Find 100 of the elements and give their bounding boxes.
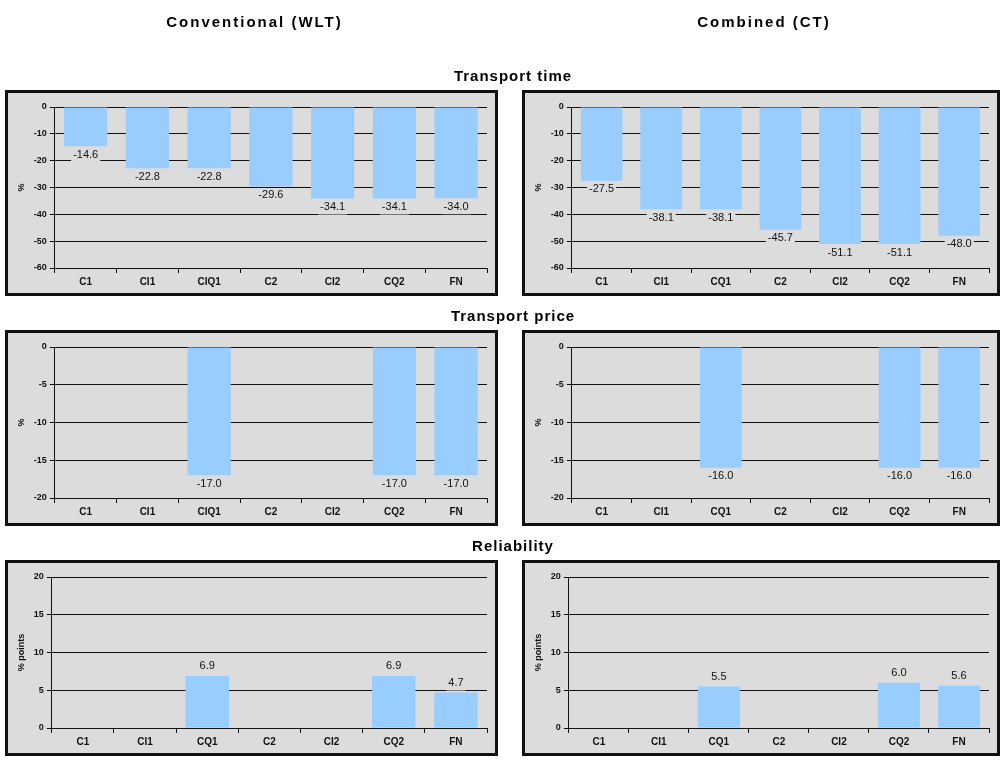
- x-tick-label: CI2: [324, 505, 341, 517]
- x-tick-label: C1: [79, 505, 93, 517]
- data-label: -34.1: [320, 200, 346, 213]
- x-tick-label: CQ2: [888, 735, 910, 747]
- data-label: -38.1: [648, 210, 674, 223]
- x-tick-label: C2: [774, 275, 788, 287]
- y-tick-label: 5: [555, 684, 561, 695]
- y-tick-label: 0: [41, 101, 47, 112]
- x-tick-label: CI1: [139, 275, 156, 287]
- y-tick-label: 5: [38, 684, 44, 695]
- data-label: -34.0: [443, 199, 469, 212]
- chart-title: Transport time: [453, 67, 573, 84]
- y-tick-label: 15: [33, 609, 44, 620]
- y-axis-title: %: [15, 183, 26, 192]
- y-tick-label: 0: [41, 341, 47, 352]
- x-tick-label: CI2: [324, 275, 341, 287]
- data-label: -17.0: [443, 476, 469, 489]
- y-tick-label: -50: [550, 235, 564, 246]
- x-tick-label: C1: [595, 275, 609, 287]
- x-tick-label: C2: [263, 735, 277, 747]
- y-tick-label: -20: [550, 492, 564, 503]
- data-label: -51.1: [887, 245, 913, 258]
- data-label: -45.7: [767, 231, 793, 244]
- y-tick-label: -30: [33, 181, 47, 192]
- data-label: -16.0: [946, 469, 972, 482]
- x-tick-label: C1: [595, 505, 609, 517]
- data-label: -48.0: [946, 237, 972, 250]
- y-tick-label: -10: [550, 416, 564, 427]
- y-axis-title: % points: [15, 633, 26, 672]
- data-label: -17.0: [196, 476, 222, 489]
- data-label: 5.5: [711, 670, 727, 683]
- data-label: -51.1: [827, 245, 853, 258]
- x-tick-label: FN: [449, 275, 463, 287]
- data-label: 6.9: [199, 659, 215, 672]
- x-tick-label: CQ2: [384, 275, 406, 287]
- data-label: -22.8: [134, 169, 160, 182]
- y-tick-label: -10: [33, 416, 47, 427]
- x-tick-label: FN: [449, 505, 463, 517]
- y-tick-label: -20: [550, 155, 564, 166]
- y-tick-label: 0: [555, 722, 561, 733]
- x-tick-label: CIQ1: [197, 275, 222, 287]
- x-tick-label: CI2: [832, 275, 849, 287]
- y-tick-label: -10: [550, 128, 564, 139]
- y-tick-label: -15: [550, 454, 564, 465]
- data-label: 5.6: [951, 669, 967, 682]
- y-tick-label: 0: [38, 722, 44, 733]
- y-tick-label: 10: [33, 646, 44, 657]
- y-axis-title: %: [15, 418, 26, 427]
- y-tick-label: -5: [555, 379, 564, 390]
- x-tick-label: CI1: [651, 735, 668, 747]
- x-tick-label: FN: [952, 275, 966, 287]
- data-label: -34.1: [381, 200, 407, 213]
- x-tick-label: CI2: [831, 735, 848, 747]
- y-tick-label: -40: [33, 208, 47, 219]
- data-label: 4.7: [448, 676, 464, 689]
- chart-subtitle: Combined (CT): [697, 13, 831, 30]
- chart-subtitle: Conventional (WLT): [166, 13, 343, 30]
- y-axis-title: %: [532, 183, 543, 192]
- x-tick-label: C2: [772, 735, 786, 747]
- x-tick-label: CI1: [653, 505, 670, 517]
- x-tick-label: CQ2: [383, 735, 405, 747]
- y-axis-title: % points: [532, 633, 543, 672]
- data-label: -14.6: [73, 147, 99, 160]
- data-label: -22.8: [196, 169, 222, 182]
- y-tick-label: 0: [558, 101, 564, 112]
- x-tick-label: FN: [952, 505, 966, 517]
- data-label: 6.9: [386, 659, 402, 672]
- x-tick-label: CQ2: [889, 275, 911, 287]
- y-tick-label: 20: [33, 571, 44, 582]
- x-tick-label: C2: [774, 505, 788, 517]
- y-tick-label: -20: [33, 155, 47, 166]
- data-label: -17.0: [381, 476, 407, 489]
- x-tick-label: CQ1: [196, 735, 218, 747]
- y-tick-label: -20: [33, 492, 47, 503]
- y-tick-label: -5: [38, 379, 47, 390]
- data-label: 6.0: [891, 666, 907, 679]
- y-axis-title: %: [532, 418, 543, 427]
- x-tick-label: C2: [264, 275, 278, 287]
- y-tick-label: -40: [550, 208, 564, 219]
- y-tick-label: 20: [550, 571, 561, 582]
- x-tick-label: C2: [264, 505, 278, 517]
- x-tick-label: CQ2: [889, 505, 911, 517]
- data-label: -16.0: [887, 469, 913, 482]
- x-tick-label: CI2: [323, 735, 340, 747]
- x-tick-label: C1: [79, 275, 93, 287]
- x-tick-label: C1: [76, 735, 90, 747]
- y-tick-label: 15: [550, 609, 561, 620]
- data-label: -27.5: [589, 182, 615, 195]
- x-tick-label: CQ2: [384, 505, 406, 517]
- y-tick-label: 0: [558, 341, 564, 352]
- data-label: -16.0: [708, 469, 734, 482]
- x-tick-label: CQ1: [710, 505, 732, 517]
- x-tick-label: CI1: [137, 735, 154, 747]
- data-label: -38.1: [708, 210, 734, 223]
- x-tick-label: FN: [952, 735, 966, 747]
- y-tick-label: 10: [550, 646, 561, 657]
- x-tick-label: FN: [449, 735, 463, 747]
- y-tick-label: -60: [550, 262, 564, 273]
- y-tick-label: -30: [550, 181, 564, 192]
- x-tick-label: CIQ1: [197, 505, 222, 517]
